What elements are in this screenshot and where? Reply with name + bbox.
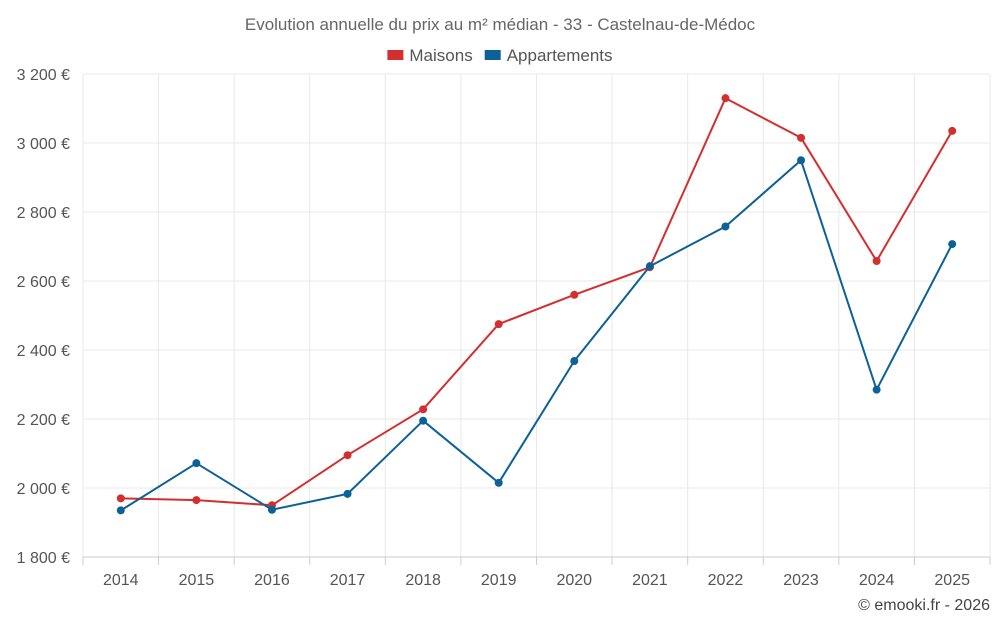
data-point-appartements[interactable] — [797, 156, 806, 165]
data-point-appartements[interactable] — [116, 506, 125, 515]
data-point-maisons[interactable] — [116, 494, 125, 503]
x-tick-label: 2025 — [934, 572, 970, 589]
legend: Maisons Appartements — [387, 46, 613, 65]
data-point-maisons[interactable] — [494, 320, 503, 329]
legend-label: Appartements — [507, 46, 613, 65]
x-tick-label: 2015 — [179, 572, 215, 589]
y-tick-label: 1 800 € — [17, 550, 70, 567]
data-point-maisons[interactable] — [343, 451, 352, 460]
x-tick-label: 2017 — [330, 572, 366, 589]
data-point-maisons[interactable] — [419, 405, 428, 414]
chart-title: Evolution annuelle du prix au m² médian … — [245, 15, 756, 34]
data-point-appartements[interactable] — [645, 262, 654, 271]
grid-lines — [82, 73, 991, 558]
data-point-appartements[interactable] — [419, 416, 428, 425]
credit-text: © emooki.fr - 2026 — [858, 597, 990, 614]
x-tick-label: 2024 — [859, 572, 895, 589]
series-line-appartements — [120, 159, 954, 512]
legend-swatch — [387, 50, 404, 60]
series-group — [116, 94, 957, 515]
data-point-appartements[interactable] — [192, 459, 201, 468]
series-line-maisons — [120, 97, 954, 507]
x-tick-label: 2022 — [708, 572, 744, 589]
x-tick-label: 2023 — [783, 572, 819, 589]
legend-swatch — [484, 50, 501, 60]
y-tick-label: 2 600 € — [17, 274, 70, 291]
x-axis-ticks: 2014 2015 2016 2017 2018 2019 2020 2021 2022 2023… — [82, 557, 991, 589]
data-point-maisons[interactable] — [192, 496, 201, 505]
data-point-appartements[interactable] — [343, 489, 352, 498]
data-point-appartements[interactable] — [721, 222, 730, 231]
y-tick-label: 2 000 € — [17, 481, 70, 498]
y-tick-label: 2 200 € — [17, 412, 70, 429]
data-point-appartements[interactable] — [872, 385, 881, 394]
legend-label: Maisons — [409, 46, 472, 65]
y-axis-ticks: 1 800 € 2 000 € 2 200 € 2 400 € 2 600 € 2 800… — [17, 67, 70, 567]
y-tick-label: 2 400 € — [17, 343, 70, 360]
data-point-maisons[interactable] — [872, 256, 881, 265]
data-point-appartements[interactable] — [948, 240, 957, 249]
series-appartements — [116, 156, 957, 515]
x-tick-label: 2021 — [632, 572, 668, 589]
x-tick-label: 2016 — [254, 572, 290, 589]
data-point-maisons[interactable] — [797, 133, 806, 142]
x-tick-label: 2020 — [556, 572, 592, 589]
data-point-maisons[interactable] — [948, 126, 957, 135]
legend-item-maisons[interactable]: Maisons — [387, 46, 473, 65]
y-tick-label: 3 000 € — [17, 136, 70, 153]
legend-item-appartements[interactable]: Appartements — [484, 46, 613, 65]
y-tick-label: 2 800 € — [17, 205, 70, 222]
x-tick-label: 2018 — [405, 572, 441, 589]
data-point-appartements[interactable] — [267, 505, 276, 514]
x-tick-label: 2019 — [481, 572, 517, 589]
data-point-maisons[interactable] — [721, 94, 730, 103]
x-tick-label: 2014 — [103, 572, 139, 589]
y-tick-label: 3 200 € — [17, 67, 70, 84]
data-point-appartements[interactable] — [494, 478, 503, 487]
data-point-maisons[interactable] — [570, 290, 579, 299]
data-point-appartements[interactable] — [570, 357, 579, 366]
